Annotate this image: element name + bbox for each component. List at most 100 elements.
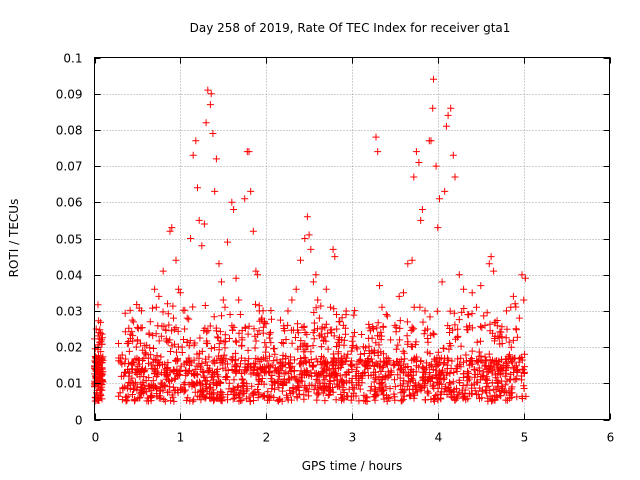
noise-point — [116, 389, 124, 397]
noise-point — [318, 353, 325, 360]
noise-point — [170, 397, 178, 405]
noise-point — [225, 335, 233, 342]
noise-point — [355, 358, 363, 366]
noise-point — [370, 349, 378, 357]
noise-point — [118, 351, 126, 359]
noise-point — [162, 326, 170, 334]
noise-point — [497, 328, 505, 336]
noise-point — [189, 303, 197, 311]
noise-point — [142, 377, 150, 385]
noise-point — [310, 319, 318, 327]
noise-point — [317, 370, 325, 377]
noise-point — [355, 397, 363, 405]
noise-point — [287, 390, 295, 398]
noise-point — [310, 335, 318, 343]
data-point — [410, 173, 418, 181]
data-point — [166, 227, 174, 235]
noise-point — [205, 353, 213, 361]
noise-point — [464, 377, 472, 385]
noise-point — [406, 369, 414, 376]
noise-point — [207, 395, 215, 403]
noise-point — [486, 320, 494, 328]
data-point — [185, 354, 193, 362]
noise-point — [165, 321, 173, 329]
noise-point — [333, 382, 341, 390]
noise-point — [312, 375, 320, 383]
data-point — [267, 329, 274, 337]
noise-point — [218, 389, 226, 397]
noise-point — [333, 325, 341, 333]
noise-point — [473, 338, 481, 346]
data-point — [138, 368, 146, 376]
data-point — [258, 314, 266, 322]
noise-point — [123, 340, 131, 347]
noise-point — [404, 338, 412, 346]
noise-point — [98, 354, 106, 362]
noise-point — [449, 326, 457, 334]
noise-point — [164, 388, 171, 396]
noise-point — [132, 343, 140, 351]
noise-point — [195, 354, 203, 362]
noise-point — [433, 307, 441, 315]
data-point — [318, 325, 326, 333]
noise-point — [468, 310, 476, 318]
noise-point — [121, 383, 129, 391]
noise-point — [412, 379, 420, 387]
noise-point — [125, 324, 133, 332]
noise-point — [98, 336, 105, 344]
data-point — [490, 267, 498, 275]
noise-point — [231, 361, 239, 369]
noise-point — [429, 329, 437, 337]
noise-point — [141, 342, 149, 350]
noise-point — [358, 331, 366, 338]
data-point — [235, 296, 243, 304]
noise-point — [97, 338, 105, 346]
noise-point — [377, 367, 385, 375]
noise-point — [371, 374, 379, 382]
noise-point — [444, 356, 452, 364]
noise-point — [322, 337, 330, 345]
noise-point — [137, 324, 145, 332]
noise-point — [420, 330, 428, 338]
y-tick-label: 0.03 — [56, 305, 83, 319]
noise-point — [285, 359, 292, 367]
noise-point — [314, 377, 322, 385]
noise-point — [296, 371, 304, 379]
data-point — [503, 307, 510, 315]
noise-point — [281, 360, 289, 368]
data-point — [212, 155, 220, 163]
noise-point — [378, 332, 386, 340]
y-tick-label: 0.06 — [56, 196, 83, 210]
data-point — [444, 111, 452, 119]
data-point — [292, 285, 300, 293]
noise-point — [382, 383, 390, 391]
data-point — [236, 311, 244, 318]
noise-point — [426, 313, 434, 321]
noise-point — [287, 368, 295, 376]
noise-point — [505, 387, 513, 395]
noise-point — [176, 368, 184, 376]
noise-point — [351, 307, 359, 315]
y-tick-label: 0.08 — [56, 124, 83, 138]
noise-point — [219, 364, 227, 372]
data-point — [424, 325, 431, 333]
noise-point — [334, 338, 342, 346]
data-point — [468, 289, 476, 297]
noise-point — [324, 391, 332, 399]
noise-point — [148, 392, 156, 399]
data-point — [322, 285, 330, 293]
x-axis-label: GPS time / hours — [302, 459, 403, 473]
noise-point — [328, 370, 336, 378]
noise-point — [130, 381, 138, 389]
data-point — [207, 90, 215, 98]
noise-point — [430, 384, 438, 392]
data-point — [333, 311, 340, 318]
noise-point — [447, 380, 455, 388]
data-point — [133, 336, 141, 344]
noise-point — [435, 355, 443, 363]
noise-point — [117, 358, 125, 366]
noise-point — [321, 397, 329, 405]
noise-point — [211, 359, 219, 367]
noise-point — [500, 362, 508, 370]
